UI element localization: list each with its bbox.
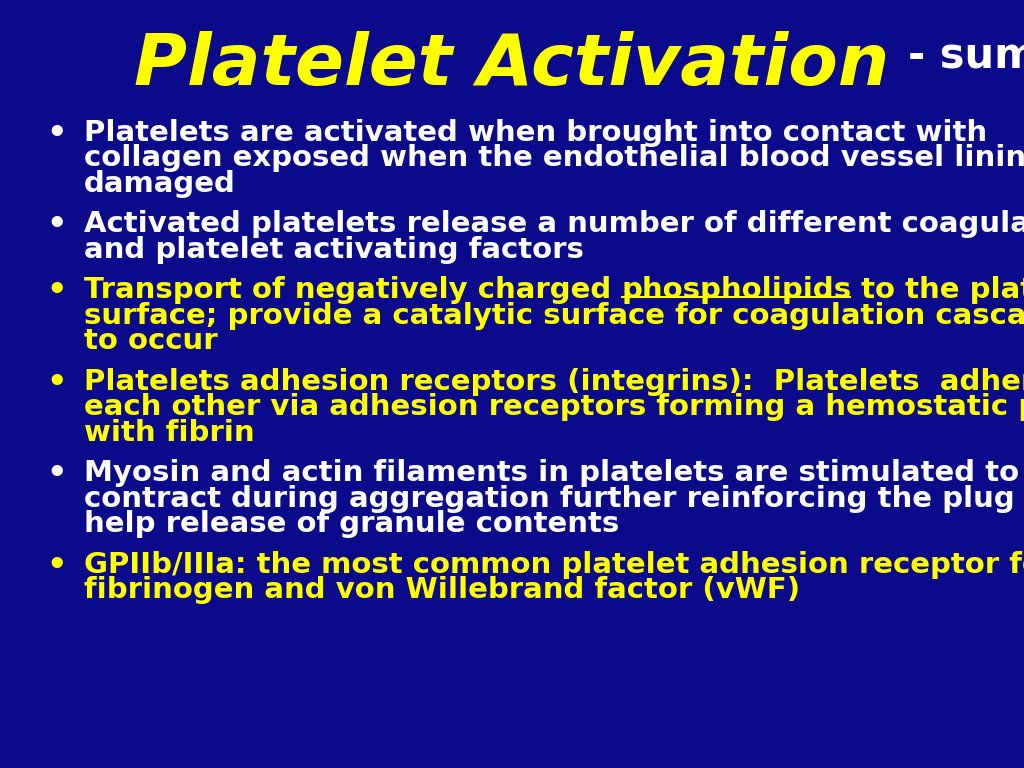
Text: •: • — [46, 459, 67, 490]
Text: Myosin and actin filaments in platelets are stimulated to: Myosin and actin filaments in platelets … — [84, 459, 1019, 487]
Text: Transport of negatively charged: Transport of negatively charged — [84, 276, 622, 304]
Text: help release of granule contents: help release of granule contents — [84, 510, 620, 538]
Text: to occur: to occur — [84, 327, 217, 355]
Text: Platelets adhesion receptors (integrins):  Platelets  adhere to: Platelets adhesion receptors (integrins)… — [84, 368, 1024, 396]
Text: •: • — [46, 210, 67, 241]
Text: Activated platelets release a number of different coagulation: Activated platelets release a number of … — [84, 210, 1024, 238]
Text: •: • — [46, 276, 67, 307]
Text: phospholipids: phospholipids — [622, 276, 852, 304]
Text: •: • — [46, 119, 67, 150]
Text: - summary: - summary — [907, 35, 1024, 77]
Text: each other via adhesion receptors forming a hemostatic plug: each other via adhesion receptors formin… — [84, 393, 1024, 421]
Text: contract during aggregation further reinforcing the plug and: contract during aggregation further rein… — [84, 485, 1024, 512]
Text: GPIIb/IIIa: the most common platelet adhesion receptor for: GPIIb/IIIa: the most common platelet adh… — [84, 551, 1024, 578]
Text: Platelets are activated when brought into contact with: Platelets are activated when brought int… — [84, 119, 987, 147]
Text: damaged: damaged — [84, 170, 236, 197]
Text: surface; provide a catalytic surface for coagulation cascade: surface; provide a catalytic surface for… — [84, 302, 1024, 329]
Text: •: • — [46, 368, 67, 399]
Text: collagen exposed when the endothelial blood vessel lining is: collagen exposed when the endothelial bl… — [84, 144, 1024, 172]
Text: and platelet activating factors: and platelet activating factors — [84, 236, 584, 263]
Text: Platelet Activation: Platelet Activation — [134, 31, 890, 100]
Text: •: • — [46, 551, 67, 581]
Text: to the platelet: to the platelet — [852, 276, 1024, 304]
Text: with fibrin: with fibrin — [84, 419, 255, 446]
Text: fibrinogen and von Willebrand factor (vWF): fibrinogen and von Willebrand factor (vW… — [84, 576, 800, 604]
